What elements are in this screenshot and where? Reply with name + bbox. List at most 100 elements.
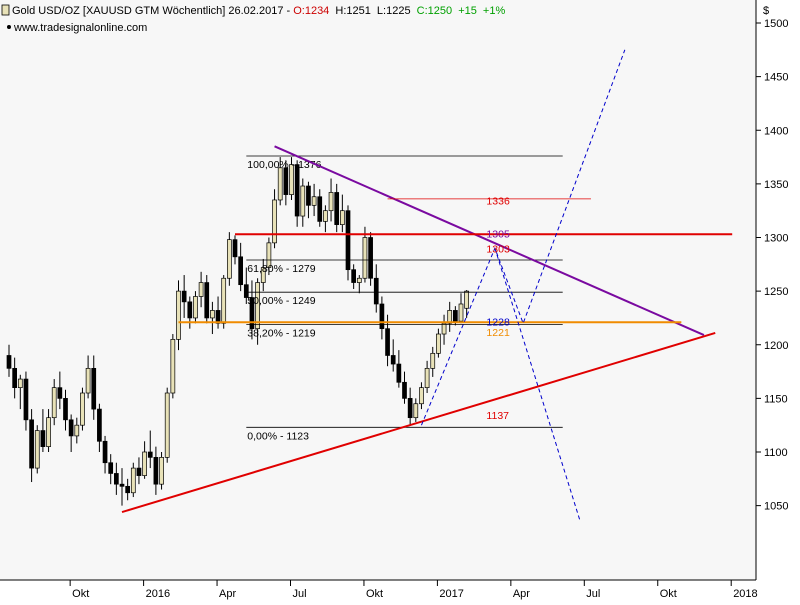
x-tick-label: 2017 — [439, 588, 463, 600]
candle-body — [413, 403, 419, 419]
candle-body — [306, 185, 311, 206]
candle-body — [17, 378, 23, 389]
header-instrument: Gold USD/OZ [XAUUSD GTM Wöchentlich] 26.… — [12, 5, 290, 17]
candle-body — [170, 339, 176, 394]
candle-body — [453, 310, 458, 322]
candle-body — [74, 424, 80, 437]
candle-body — [368, 237, 373, 279]
level-label-1221: 1221 — [486, 327, 510, 339]
candle-body — [23, 378, 29, 421]
candle-body — [356, 277, 362, 283]
candle-body — [300, 185, 306, 217]
y-tick-label: 1400 — [764, 125, 788, 137]
y-tick-label: 1150 — [764, 393, 788, 405]
candle-body — [198, 282, 204, 297]
x-tick-label: Jul — [586, 588, 600, 600]
y-tick-label: 1350 — [764, 179, 788, 191]
level-label-1336: 1336 — [486, 195, 510, 207]
fib-label: 61,80% - 1279 — [247, 263, 315, 275]
candle-body — [51, 387, 57, 419]
x-tick-label: 2018 — [733, 588, 757, 600]
candle-body — [164, 392, 170, 458]
candle-body — [328, 192, 334, 212]
red-support — [121, 331, 716, 514]
candle-body — [91, 367, 97, 410]
candle-body — [464, 290, 469, 309]
candle-body — [215, 310, 221, 324]
candle-body — [6, 355, 12, 369]
header-open: O:1234 — [293, 5, 329, 17]
candle-body — [142, 451, 147, 476]
candle-body — [159, 457, 164, 485]
trendlines-group — [121, 49, 733, 520]
candle-body — [12, 367, 17, 389]
y-tick-label: 1500 — [764, 18, 788, 30]
x-tick-label: Okt — [72, 588, 89, 600]
x-tick-label: Okt — [660, 588, 677, 600]
fib-label: 38,20% - 1219 — [247, 327, 315, 339]
candle-body — [266, 242, 272, 268]
candle-body — [373, 277, 379, 305]
candle-body — [130, 467, 136, 494]
candle-body — [193, 296, 198, 319]
candle-body — [119, 483, 125, 487]
header-change-pct: +1% — [483, 5, 506, 17]
y-tick-label: 1250 — [764, 286, 788, 298]
bottom-axis-area — [0, 580, 800, 600]
candle-body — [289, 164, 294, 195]
candle-body — [311, 196, 317, 206]
candle-body — [447, 310, 453, 324]
candle-body — [458, 303, 464, 322]
chart-header: Gold USD/OZ [XAUUSD GTM Wöchentlich] 26.… — [1, 4, 506, 34]
y-tick-label: 1050 — [764, 501, 788, 513]
candle-body — [210, 310, 215, 319]
header-close: C:1250 — [417, 5, 452, 17]
candle-body — [238, 256, 243, 286]
x-tick-label: Okt — [366, 588, 383, 600]
candle-body — [147, 451, 153, 458]
candle-body — [221, 277, 227, 324]
level-label-1305: 1305 — [486, 229, 510, 241]
x-axis-group: Okt 2016 Apr Jul Okt 2017 Apr Jul Okt 2018 — [69, 580, 758, 600]
header-high: H:1251 — [335, 5, 370, 17]
candle-body — [424, 367, 430, 389]
fibonacci-group: 100,00% - 1376 61,80% - 1279 50,00% - 1249… — [246, 155, 563, 442]
candle-body — [345, 210, 351, 271]
blue-dashed-path — [420, 49, 626, 426]
candle-body — [407, 398, 413, 419]
candle-body — [396, 363, 402, 383]
candle-body — [362, 237, 368, 279]
candle-body — [176, 290, 181, 340]
header-change: +15 — [458, 5, 477, 17]
candle-body — [40, 430, 46, 447]
x-tick-label: 2016 — [146, 588, 170, 600]
y-tick-label: 1300 — [764, 233, 788, 245]
y-tick-label: 1200 — [764, 340, 788, 352]
candle-body — [187, 301, 193, 319]
candle-body — [97, 408, 102, 442]
candle-body — [85, 367, 91, 394]
header-icon — [1, 4, 10, 16]
currency-label: $ — [763, 5, 769, 17]
candles-group — [6, 157, 469, 506]
candle-body — [340, 210, 345, 225]
candle-body — [80, 392, 85, 426]
candle-body — [243, 284, 249, 298]
candle-body — [29, 419, 34, 469]
candle-body — [317, 196, 323, 222]
y-axis-group: 1050 1100 1150 1200 1250 1300 1350 1400 1450 1500 — [756, 18, 788, 513]
level-label-1303: 1303 — [486, 244, 510, 256]
candle-body — [108, 462, 114, 474]
candle-body — [419, 387, 424, 405]
candle-body — [323, 210, 328, 222]
y-tick-label: 1100 — [764, 447, 788, 459]
axis-area — [756, 0, 800, 600]
candle-body — [249, 297, 255, 330]
candle-body — [430, 352, 436, 369]
fib-label: 100,00% - 1376 — [247, 159, 321, 171]
purple-resistance — [274, 145, 705, 337]
candle-body — [227, 239, 232, 279]
